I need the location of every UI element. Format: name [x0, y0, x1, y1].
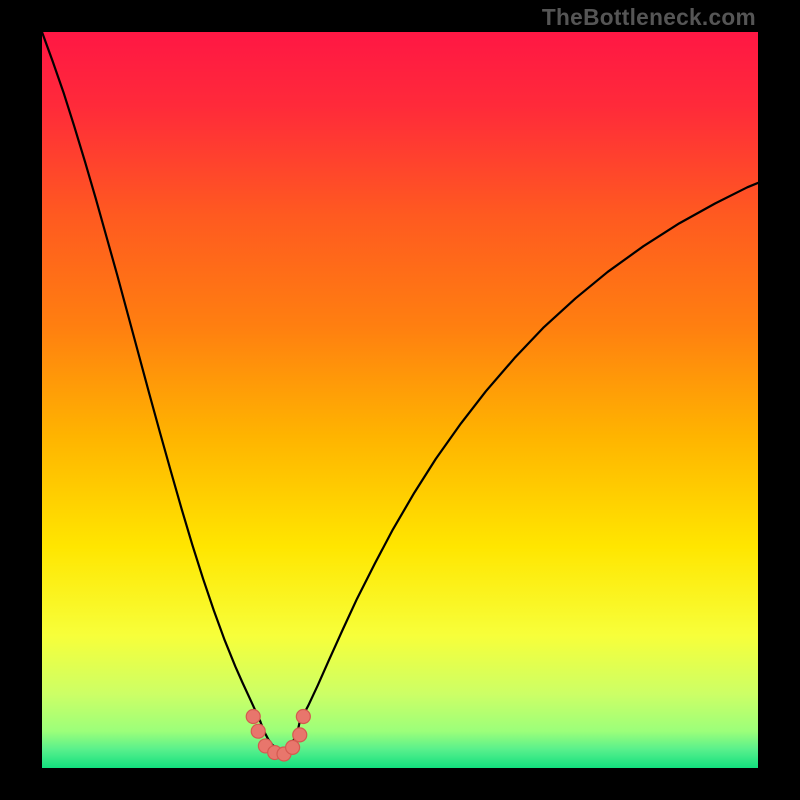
plot-area [42, 32, 758, 768]
valley-marker [251, 724, 265, 738]
curve-layer [42, 32, 758, 768]
valley-marker [286, 740, 300, 754]
valley-marker [296, 709, 310, 723]
chart-container: TheBottleneck.com [0, 0, 800, 800]
watermark-text: TheBottleneck.com [542, 4, 756, 31]
curve-left [42, 32, 260, 722]
curve-right [300, 183, 758, 722]
valley-marker [293, 728, 307, 742]
valley-marker [246, 709, 260, 723]
